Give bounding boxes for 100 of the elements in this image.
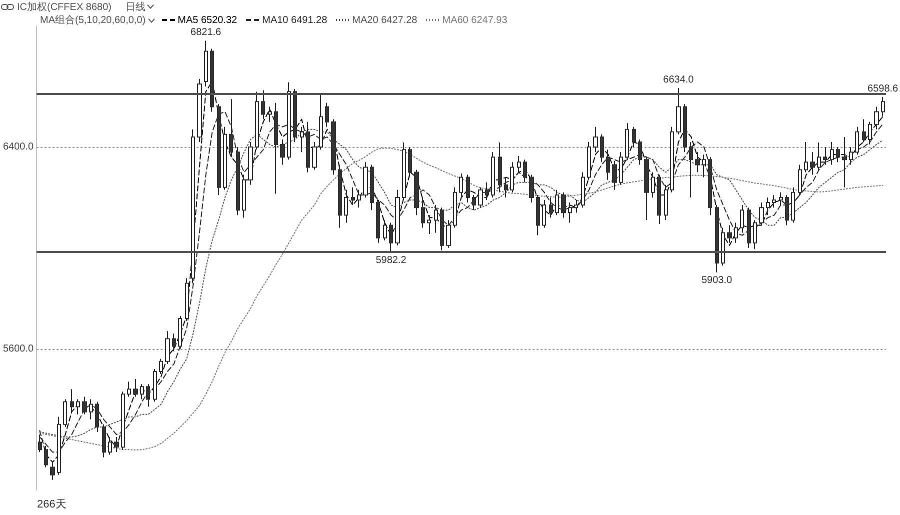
candlestick xyxy=(504,176,508,198)
chart-subtitle: 日线 xyxy=(125,0,146,14)
candlestick xyxy=(248,142,253,186)
candlestick xyxy=(619,152,623,186)
candlestick xyxy=(127,381,131,398)
candlestick xyxy=(804,142,808,173)
candlestick xyxy=(855,126,859,156)
annotation: 6821.6 xyxy=(190,27,222,38)
candlestick xyxy=(421,196,425,228)
candlestick xyxy=(868,121,872,146)
candlestick xyxy=(114,436,119,453)
candlestick xyxy=(683,104,687,153)
candlestick xyxy=(549,196,553,218)
candlestick xyxy=(210,48,214,112)
candlestick xyxy=(817,142,821,170)
candlestick xyxy=(95,401,99,432)
candlestick xyxy=(581,172,585,208)
candlestick xyxy=(632,126,636,148)
candlestick xyxy=(395,189,400,246)
candlestick xyxy=(178,316,182,350)
candlestick xyxy=(331,118,336,176)
candlestick xyxy=(440,207,444,251)
candlestick xyxy=(146,384,150,408)
candlestick xyxy=(427,214,431,235)
candlestick xyxy=(715,204,719,273)
legend-label: MA20 6427.28 xyxy=(352,14,418,26)
candlestick xyxy=(325,102,329,128)
candlestick xyxy=(376,200,380,244)
candlestick xyxy=(370,164,374,211)
candlestick xyxy=(453,186,457,228)
candlestick xyxy=(306,121,310,173)
annotation: 6634.0 xyxy=(663,74,694,86)
annotation: 6598.6 xyxy=(868,83,899,94)
chart-title: IC加权(CFFEX 8680) xyxy=(17,0,112,14)
candlestick xyxy=(165,330,170,364)
candlestick xyxy=(383,220,387,241)
candlestick xyxy=(172,333,176,352)
candlestick xyxy=(268,106,272,122)
y-tick-label: 5600.0 xyxy=(2,343,34,354)
candlestick xyxy=(881,96,885,118)
candlestick xyxy=(830,142,834,166)
candlestick xyxy=(689,142,693,198)
candlestick xyxy=(740,204,744,234)
legend-label: MA5 6520.32 xyxy=(178,14,238,26)
candlestick xyxy=(734,222,738,244)
candlestick xyxy=(82,396,87,415)
candlestick xyxy=(670,126,674,193)
candlestick xyxy=(657,174,661,224)
candlestick xyxy=(478,186,483,208)
candlestick xyxy=(702,154,706,178)
candlestick xyxy=(363,162,368,198)
candlestick xyxy=(485,182,489,200)
candlestick xyxy=(280,138,285,166)
candlestick xyxy=(759,202,764,226)
candlestick xyxy=(70,388,74,412)
candlestick xyxy=(753,220,757,250)
candlestick xyxy=(529,174,534,204)
legend-label: MA10 6491.28 xyxy=(262,14,328,26)
candlestick xyxy=(836,146,840,163)
candlestick xyxy=(89,398,93,420)
candlestick xyxy=(102,424,106,458)
candlestick xyxy=(50,462,55,480)
candlestick xyxy=(651,172,655,198)
candlestick xyxy=(644,156,649,221)
candlestick xyxy=(561,192,566,218)
candlestick xyxy=(121,391,125,450)
candlestick xyxy=(747,207,751,248)
candlestick xyxy=(536,194,540,236)
candlestick xyxy=(351,186,355,206)
candlestick xyxy=(517,155,521,173)
candlestick xyxy=(823,146,827,166)
candlestick xyxy=(344,189,348,224)
candlestick xyxy=(255,91,259,150)
candlestick xyxy=(574,200,578,214)
candlestick xyxy=(140,384,144,400)
candlestick xyxy=(523,159,527,183)
candlestick xyxy=(772,194,776,208)
candlestick xyxy=(76,398,80,415)
candlestick xyxy=(791,186,795,224)
candlestick xyxy=(600,134,604,163)
candlestick xyxy=(695,152,700,173)
candlestick xyxy=(676,88,681,135)
y-tick-label: 6400.0 xyxy=(2,142,34,153)
candlestick xyxy=(587,142,591,180)
candlestick xyxy=(153,368,157,402)
legend-title: MA组合(5,10,20,60,0,0) xyxy=(40,14,146,27)
candlestick xyxy=(779,192,783,206)
candlestick xyxy=(491,152,495,198)
candlestick xyxy=(191,128,195,284)
candlestick xyxy=(542,200,546,228)
candlestick xyxy=(261,90,265,120)
candlestick xyxy=(312,142,317,170)
candlestick xyxy=(446,220,451,248)
text: 266天 xyxy=(37,498,66,510)
candlestick xyxy=(389,222,393,253)
candlestick xyxy=(185,278,189,322)
legend-label: MA60 6247.93 xyxy=(442,14,508,26)
candlestick xyxy=(612,160,617,190)
annotation: 5903.0 xyxy=(701,274,732,286)
candlestick xyxy=(638,138,642,166)
